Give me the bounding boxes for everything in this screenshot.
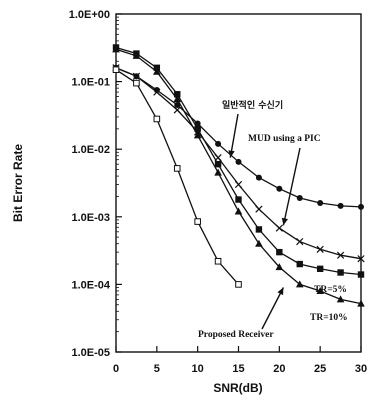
data-point [133, 79, 140, 87]
series [112, 66, 242, 288]
data-point [336, 251, 345, 259]
data-point [235, 196, 242, 203]
data-point [234, 207, 243, 215]
data-point [358, 203, 364, 210]
data-point [112, 66, 120, 73]
y-tick-label: 1.0E-03 [71, 212, 110, 224]
x-axis: 0 5 10 15 20 25 30 [113, 346, 367, 375]
data-point [173, 106, 181, 114]
x-tick-label: 15 [232, 363, 244, 375]
annotation-arrow [282, 147, 301, 226]
data-point [255, 226, 263, 233]
annotation-arrow [229, 113, 239, 158]
data-point [132, 72, 141, 80]
data-point [255, 239, 263, 247]
series-layer [112, 44, 365, 307]
annotation-label: TR=10% [310, 313, 348, 323]
data-point [174, 102, 181, 109]
x-tick-label: 30 [355, 363, 367, 375]
x-axis-title: SNR(dB) [213, 381, 262, 395]
annotation-arrow [261, 287, 285, 330]
data-point [316, 245, 324, 253]
annotation-layer: 일반적인 수신기 MUD using a PIC TR=5% TR=10% Propos… [198, 99, 348, 340]
data-point [357, 299, 365, 307]
data-point [337, 202, 344, 209]
data-point [173, 165, 181, 172]
y-axis: 1.0E+00 1.0E-01 1.0E-02 1.0E-03 1.0E-04 1.0E-… [69, 9, 122, 359]
annotation-arrowhead [277, 287, 284, 296]
series [112, 45, 365, 307]
annotation-label: TR=5% [314, 285, 347, 295]
x-tick-label: 25 [314, 363, 326, 375]
data-point [193, 131, 202, 139]
y-tick-label: 1.0E-05 [71, 347, 110, 359]
data-point [336, 295, 345, 303]
data-point [173, 95, 182, 103]
annotation-label: MUD using a PIC [248, 134, 321, 144]
data-point [275, 224, 283, 232]
data-point [357, 271, 365, 278]
data-point [357, 255, 365, 263]
data-point [316, 286, 324, 294]
x-tick-label: 10 [192, 363, 204, 375]
x-tick-label: 20 [273, 363, 285, 375]
data-point [214, 168, 222, 176]
x-tick-label: 5 [154, 363, 160, 375]
data-point [296, 260, 303, 268]
data-point [337, 269, 344, 276]
data-point [153, 67, 161, 75]
data-point [234, 180, 243, 189]
data-point [153, 115, 161, 123]
data-point [316, 265, 324, 273]
annotation-label: 일반적인 수신기 [222, 99, 283, 111]
y-tick-label: 1.0E-04 [71, 279, 110, 291]
data-point [295, 280, 304, 288]
data-point [235, 158, 242, 165]
data-point [255, 205, 263, 213]
data-point [296, 237, 304, 246]
data-point [214, 257, 222, 265]
data-point [153, 88, 161, 96]
data-point [317, 200, 324, 207]
data-point [276, 248, 283, 256]
data-point [235, 281, 242, 288]
data-point [276, 185, 283, 192]
data-point [132, 51, 141, 59]
data-point [194, 120, 201, 127]
data-point [255, 174, 262, 181]
y-tick-label: 1.0E+00 [69, 9, 110, 21]
data-point [112, 45, 120, 53]
y-axis-title: Bit Error Rate [11, 144, 25, 222]
data-point [296, 194, 303, 201]
data-point [194, 125, 201, 133]
data-point [194, 218, 201, 225]
x-tick-label: 0 [113, 363, 119, 375]
y-tick-label: 1.0E-01 [71, 77, 110, 89]
data-point [174, 91, 181, 98]
annotation-arrowhead [281, 217, 289, 226]
annotation-arrowhead [228, 150, 235, 158]
data-point [275, 263, 284, 271]
annotation-label: Proposed Receiver [198, 330, 274, 340]
data-point [214, 160, 222, 168]
data-point [215, 140, 222, 147]
y-tick-label: 1.0E-02 [71, 144, 110, 156]
